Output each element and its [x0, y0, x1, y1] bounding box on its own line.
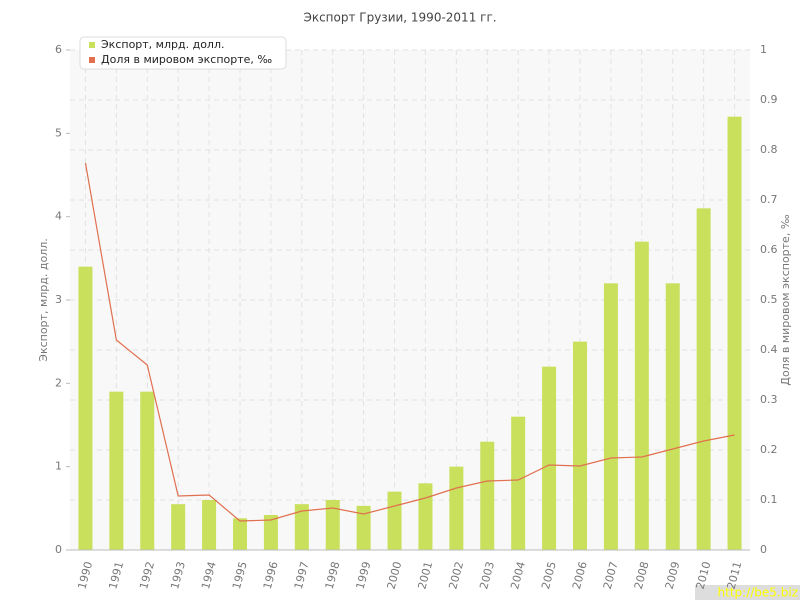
line	[84, 162, 735, 522]
bar	[294, 504, 309, 550]
bar	[263, 515, 278, 550]
bar	[171, 504, 186, 550]
x-tick-label: 1999	[354, 560, 374, 590]
bar	[603, 283, 618, 550]
x-tick-label: 2000	[385, 560, 405, 590]
y-tick-label: 6	[55, 43, 62, 56]
x-tick-label: 1992	[137, 560, 157, 590]
bar	[109, 391, 124, 550]
legend-label: Экспорт, млрд. долл.	[101, 38, 224, 51]
y2-tick-label: 0.1	[760, 493, 778, 506]
bar	[202, 500, 217, 550]
bar	[325, 500, 340, 550]
y2-tick-label: 1	[760, 43, 767, 56]
bar	[727, 116, 742, 551]
x-tick-label: 2007	[601, 560, 621, 590]
legend-label: Доля в мировом экспорте, ‰	[101, 53, 272, 66]
y2-tick-label: 0.3	[760, 393, 778, 406]
y-tick-label: 3	[55, 293, 62, 306]
bar	[449, 466, 464, 550]
y-tick-label: 0	[55, 543, 62, 556]
bar	[356, 505, 371, 550]
bar	[665, 283, 680, 550]
x-tick-label: 1996	[261, 560, 281, 590]
x-tick-label: 1994	[199, 560, 219, 590]
y-tick-label: 5	[55, 126, 62, 139]
legend-swatch	[89, 57, 95, 63]
y-tick-label: 2	[55, 376, 62, 389]
legend: Экспорт, млрд. долл. Доля в мировом экспо…	[79, 36, 287, 70]
bar	[233, 518, 247, 550]
x-tick-label: 2005	[539, 560, 559, 590]
y2-tick-label: 0.5	[760, 293, 778, 306]
x-tick-label: 2009	[663, 560, 683, 590]
x-tick-label: 2004	[508, 560, 528, 590]
bar	[696, 208, 711, 551]
legend-swatch	[89, 42, 95, 48]
y-tick-label: 1	[55, 460, 62, 473]
y-tick-label: 4	[55, 210, 62, 223]
x-tick-label: 1991	[106, 560, 126, 590]
y2-tick-label: 0.9	[760, 93, 778, 106]
y2-tick-label: 0	[760, 543, 767, 556]
x-tick-label: 1995	[230, 560, 250, 590]
bar	[480, 441, 495, 550]
x-tick-label: 2008	[632, 560, 652, 590]
x-tick-label: 1997	[292, 560, 312, 590]
x-tick-label: 2003	[477, 560, 497, 590]
bar	[634, 241, 649, 550]
y2-tick-label: 0.8	[760, 143, 778, 156]
chart-title: Экспорт Грузии, 1990-2011 гг.	[303, 11, 496, 25]
bar	[511, 416, 526, 550]
bar	[78, 266, 93, 550]
bar	[542, 366, 557, 550]
y-axis-title: Экспорт, млрд. долл.	[37, 238, 50, 361]
x-tick-label: 2006	[570, 560, 590, 590]
y2-axis-title: Доля в мировом экспорте, ‰	[779, 214, 792, 385]
x-tick-label: 2002	[446, 560, 466, 590]
y2-tick-label: 0.4	[760, 343, 778, 356]
bar	[573, 341, 587, 550]
x-tick-label: 1998	[323, 560, 343, 590]
x-tick-label: 1993	[168, 560, 188, 590]
y2-tick-label: 0.2	[760, 443, 778, 456]
y2-tick-label: 0.6	[760, 243, 778, 256]
bar	[418, 483, 433, 550]
legend-box	[79, 36, 287, 70]
x-tick-label: 1990	[75, 560, 95, 590]
bar	[140, 391, 155, 550]
watermark: http://be5.biz	[718, 586, 798, 600]
marks	[78, 116, 742, 551]
watermark-bg	[695, 585, 800, 600]
bar	[387, 491, 402, 550]
x-tick-label: 2001	[415, 560, 435, 590]
y2-tick-label: 0.7	[760, 193, 778, 206]
